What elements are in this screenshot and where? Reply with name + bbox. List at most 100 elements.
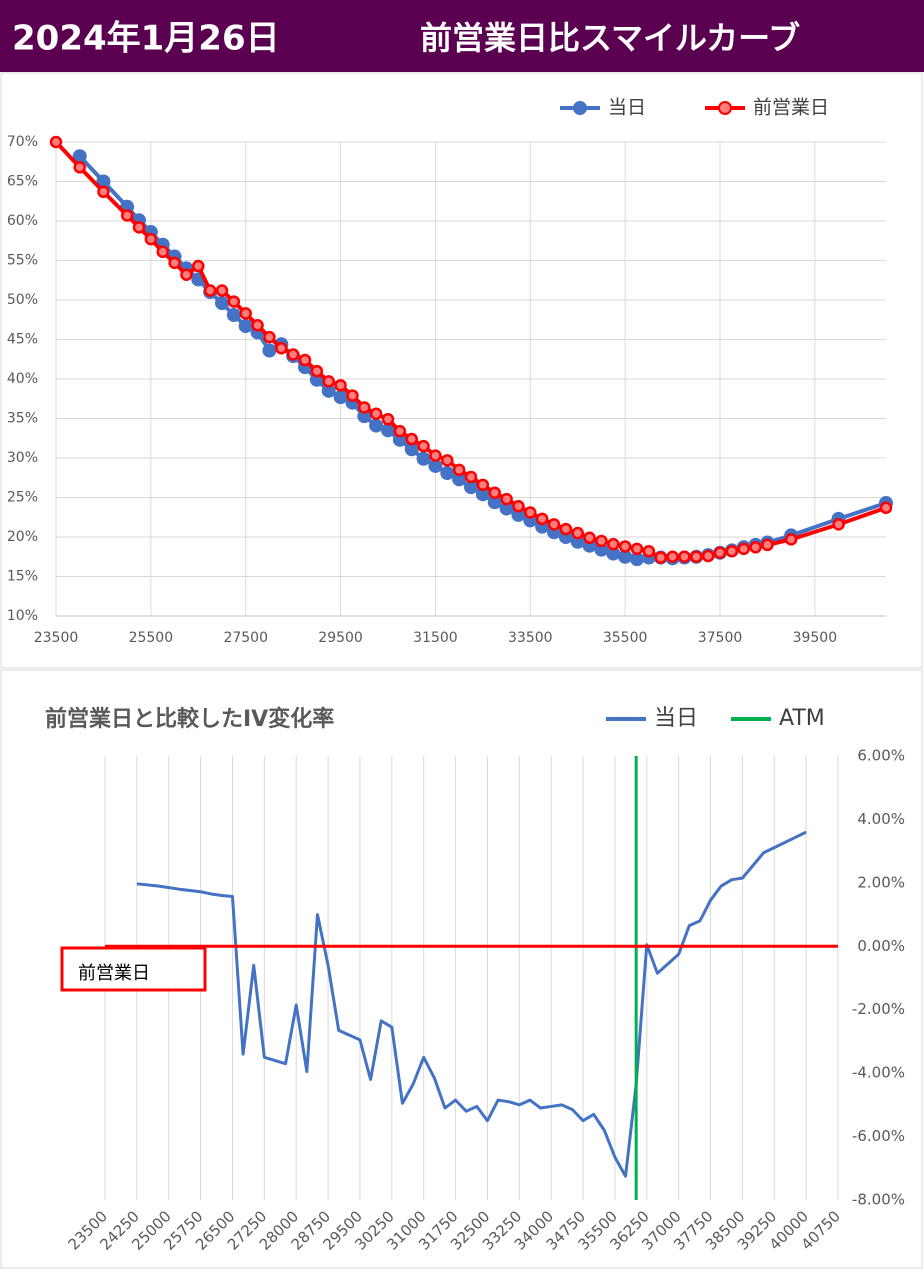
data-point	[417, 439, 430, 453]
data-point	[512, 499, 525, 513]
data-point	[464, 470, 478, 484]
data-point	[761, 538, 774, 552]
data-point	[524, 506, 537, 519]
data-point	[416, 451, 431, 466]
y-tick-label: 2.00%	[857, 873, 905, 891]
data-point	[618, 540, 632, 553]
data-point	[333, 390, 348, 405]
legend-label: ATM	[779, 706, 825, 731]
data-point	[476, 478, 490, 492]
data-point	[678, 550, 691, 563]
data-point	[607, 537, 620, 551]
data-point	[440, 466, 455, 481]
data-point	[535, 512, 549, 526]
data-point	[358, 401, 371, 414]
y-tick-label: 55%	[7, 253, 38, 269]
data-point	[630, 542, 644, 556]
data-point	[595, 534, 608, 548]
legend-label: 前営業日	[753, 97, 829, 119]
y-tick-label: -6.00%	[852, 1127, 905, 1145]
data-point	[381, 413, 395, 426]
data-point	[879, 501, 893, 515]
data-point	[215, 284, 229, 297]
data-point	[452, 463, 466, 477]
data-point	[263, 330, 276, 344]
data-point	[784, 533, 798, 546]
data-point	[690, 550, 703, 563]
y-tick-label: 10%	[7, 608, 38, 624]
data-point	[298, 353, 312, 367]
y-tick-label: 20%	[7, 529, 38, 545]
x-tick-label: 23500	[34, 630, 79, 646]
chart-title: 前営業日と比較したIV変化率	[45, 706, 334, 732]
x-tick-label: 31500	[413, 630, 458, 646]
data-point	[156, 245, 169, 259]
data-point	[393, 424, 407, 438]
data-point	[346, 389, 359, 402]
x-tick-label: 37500	[698, 630, 743, 646]
x-tick-label: 25500	[129, 630, 174, 646]
data-point	[97, 185, 110, 199]
data-point	[666, 550, 679, 563]
data-point	[334, 379, 347, 392]
y-tick-label: 15%	[7, 569, 38, 585]
data-point	[369, 407, 383, 421]
data-point	[132, 221, 146, 234]
y-tick-label: 45%	[7, 332, 38, 348]
annotation-label: 前営業日	[78, 963, 150, 984]
annotation-box	[60, 946, 207, 992]
header-date: 2024年1月26日	[12, 19, 280, 59]
data-point	[547, 518, 561, 531]
data-point	[571, 526, 584, 540]
data-point	[49, 135, 63, 149]
data-point	[654, 551, 667, 564]
header-bar	[0, 0, 924, 72]
chart-panel	[0, 72, 923, 669]
data-point	[488, 486, 501, 500]
data-point	[749, 541, 762, 554]
legend-label: 当日	[654, 706, 698, 731]
y-tick-label: 25%	[7, 490, 38, 506]
data-point	[120, 209, 134, 222]
data-point	[180, 268, 193, 281]
data-point	[429, 449, 442, 462]
y-tick-label: 6.00%	[857, 747, 905, 765]
data-point	[713, 546, 727, 560]
data-point	[725, 544, 739, 558]
data-point	[500, 492, 513, 506]
data-point	[642, 544, 656, 558]
legend-label: 当日	[608, 97, 646, 119]
y-tick-label: 65%	[7, 174, 38, 190]
y-tick-label: 50%	[7, 292, 38, 308]
y-tick-label: 40%	[7, 371, 38, 387]
data-point	[322, 375, 335, 388]
data-point	[559, 522, 573, 536]
y-tick-label: 0.00%	[857, 937, 905, 955]
data-point	[286, 348, 300, 361]
data-point	[832, 518, 845, 531]
data-point	[239, 307, 252, 320]
legend-marker	[718, 101, 732, 115]
data-point	[192, 259, 205, 273]
data-point	[405, 432, 418, 446]
x-tick-label: 39500	[793, 630, 838, 646]
y-tick-label: -2.00%	[852, 1000, 905, 1018]
data-point	[215, 296, 229, 311]
y-tick-label: -8.00%	[852, 1191, 905, 1209]
data-point	[168, 256, 181, 270]
data-point	[737, 542, 750, 556]
data-point	[583, 531, 596, 545]
data-point	[144, 232, 158, 246]
y-tick-label: 60%	[7, 213, 38, 229]
data-point	[203, 284, 217, 297]
data-point	[369, 418, 384, 433]
x-tick-label: 33500	[508, 630, 553, 646]
data-point	[73, 161, 86, 174]
header-title: 前営業日比スマイルカーブ	[420, 19, 800, 57]
y-tick-label: 4.00%	[857, 810, 905, 828]
x-tick-label: 35500	[603, 630, 648, 646]
data-point	[226, 308, 241, 323]
y-tick-label: -4.00%	[852, 1064, 905, 1082]
